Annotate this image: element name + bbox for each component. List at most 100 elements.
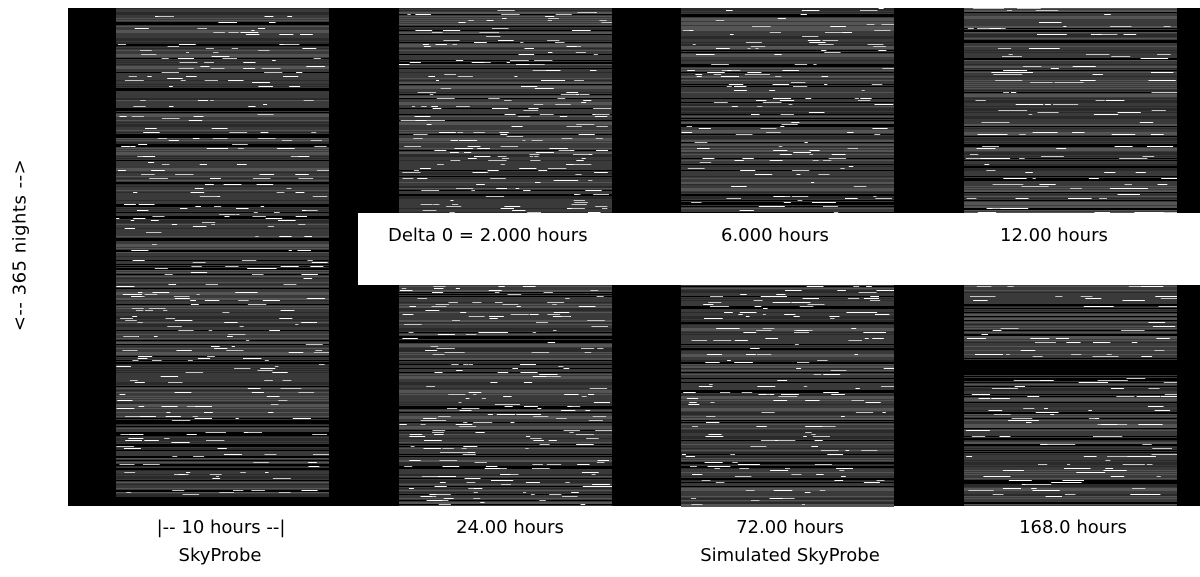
- photometry-streak: [234, 368, 251, 369]
- photometry-streak: [479, 62, 491, 63]
- photometry-streak: [442, 500, 449, 501]
- photometry-streak: [993, 414, 1011, 415]
- photometry-streak: [255, 236, 259, 237]
- night-row: [399, 20, 612, 21]
- night-row: [116, 270, 329, 271]
- photometry-streak: [465, 334, 477, 335]
- photometry-streak: [1101, 34, 1118, 35]
- photometry-streak: [1045, 496, 1062, 497]
- night-row: [681, 450, 894, 451]
- night-row: [399, 438, 612, 439]
- night-row: [116, 244, 329, 247]
- night-row: [116, 216, 329, 219]
- night-row: [399, 12, 612, 15]
- night-row: [399, 368, 612, 369]
- photometry-streak: [1088, 418, 1096, 419]
- photometry-streak: [1163, 26, 1171, 27]
- photometry-streak: [516, 64, 529, 65]
- night-row: [681, 122, 894, 125]
- photometry-streak: [785, 468, 790, 469]
- photometry-streak: [1146, 464, 1153, 465]
- photometry-streak: [456, 106, 470, 107]
- photometry-streak: [476, 184, 485, 185]
- photometry-streak: [530, 438, 542, 439]
- photometry-streak: [1135, 172, 1146, 173]
- photometry-streak: [133, 218, 146, 219]
- photometry-streak: [266, 396, 280, 397]
- photometry-streak: [1139, 122, 1154, 123]
- night-row: [681, 288, 894, 289]
- photometry-streak: [1021, 186, 1049, 187]
- photometry-streak: [1160, 298, 1177, 299]
- night-row: [964, 436, 1177, 437]
- night-row: [681, 30, 894, 31]
- photometry-streak: [211, 128, 228, 129]
- photometry-streak: [190, 192, 205, 193]
- night-row: [116, 356, 329, 357]
- night-row: [399, 148, 612, 149]
- photometry-streak: [313, 352, 329, 353]
- photometry-streak: [1114, 146, 1133, 147]
- night-row: [964, 166, 1177, 169]
- photometry-streak: [168, 140, 179, 141]
- photometry-streak: [1117, 194, 1140, 195]
- photometry-streak: [547, 40, 560, 41]
- photometry-streak: [195, 206, 201, 207]
- night-row: [116, 382, 329, 385]
- night-row: [681, 410, 894, 411]
- photometry-streak: [185, 372, 204, 373]
- photometry-streak: [791, 474, 802, 475]
- photometry-streak: [565, 298, 570, 299]
- night-row: [681, 404, 894, 405]
- photometry-streak: [809, 150, 820, 151]
- night-row: [681, 408, 894, 411]
- photometry-streak: [191, 266, 202, 267]
- photometry-streak: [253, 212, 258, 213]
- night-row: [116, 156, 329, 157]
- night-row: [116, 398, 329, 399]
- photometry-streak: [532, 464, 543, 465]
- photometry-streak: [683, 30, 694, 31]
- photometry-streak: [866, 286, 872, 287]
- night-row: [116, 404, 329, 407]
- photometry-streak: [981, 334, 988, 335]
- night-row: [116, 304, 329, 305]
- photometry-streak: [991, 398, 1010, 399]
- night-row: [681, 398, 894, 399]
- photometry-streak: [247, 268, 261, 269]
- photometry-streak: [769, 32, 781, 33]
- photometry-streak: [839, 470, 845, 471]
- photometry-streak: [1062, 480, 1084, 481]
- night-row: [116, 490, 329, 493]
- photometry-streak: [1148, 80, 1176, 81]
- photometry-streak: [511, 126, 523, 127]
- night-row: [681, 144, 894, 147]
- night-row: [399, 464, 612, 467]
- photometry-streak: [762, 314, 766, 315]
- photometry-streak: [169, 106, 174, 107]
- night-row: [964, 100, 1177, 103]
- night-row: [681, 44, 894, 47]
- photometry-streak: [545, 16, 555, 17]
- night-row: [116, 482, 329, 483]
- photometry-streak: [1027, 396, 1040, 397]
- photometry-streak: [188, 120, 203, 121]
- photometry-streak: [1037, 112, 1059, 113]
- photometry-streak: [1151, 72, 1174, 73]
- photometry-streak: [727, 70, 732, 71]
- night-row: [399, 434, 612, 435]
- photometry-streak: [152, 244, 157, 245]
- photometry-streak: [1121, 330, 1133, 331]
- photometry-streak: [1000, 328, 1019, 329]
- night-row: [681, 60, 894, 61]
- night-row: [116, 180, 329, 181]
- photometry-streak: [443, 498, 454, 499]
- photometry-streak: [167, 46, 180, 47]
- photometry-streak: [243, 292, 258, 293]
- photometry-streak: [219, 214, 236, 215]
- photometry-streak: [212, 478, 221, 479]
- photometry-streak: [231, 346, 235, 347]
- night-row: [681, 476, 894, 477]
- photometry-streak: [281, 140, 293, 141]
- photometry-streak: [494, 404, 507, 405]
